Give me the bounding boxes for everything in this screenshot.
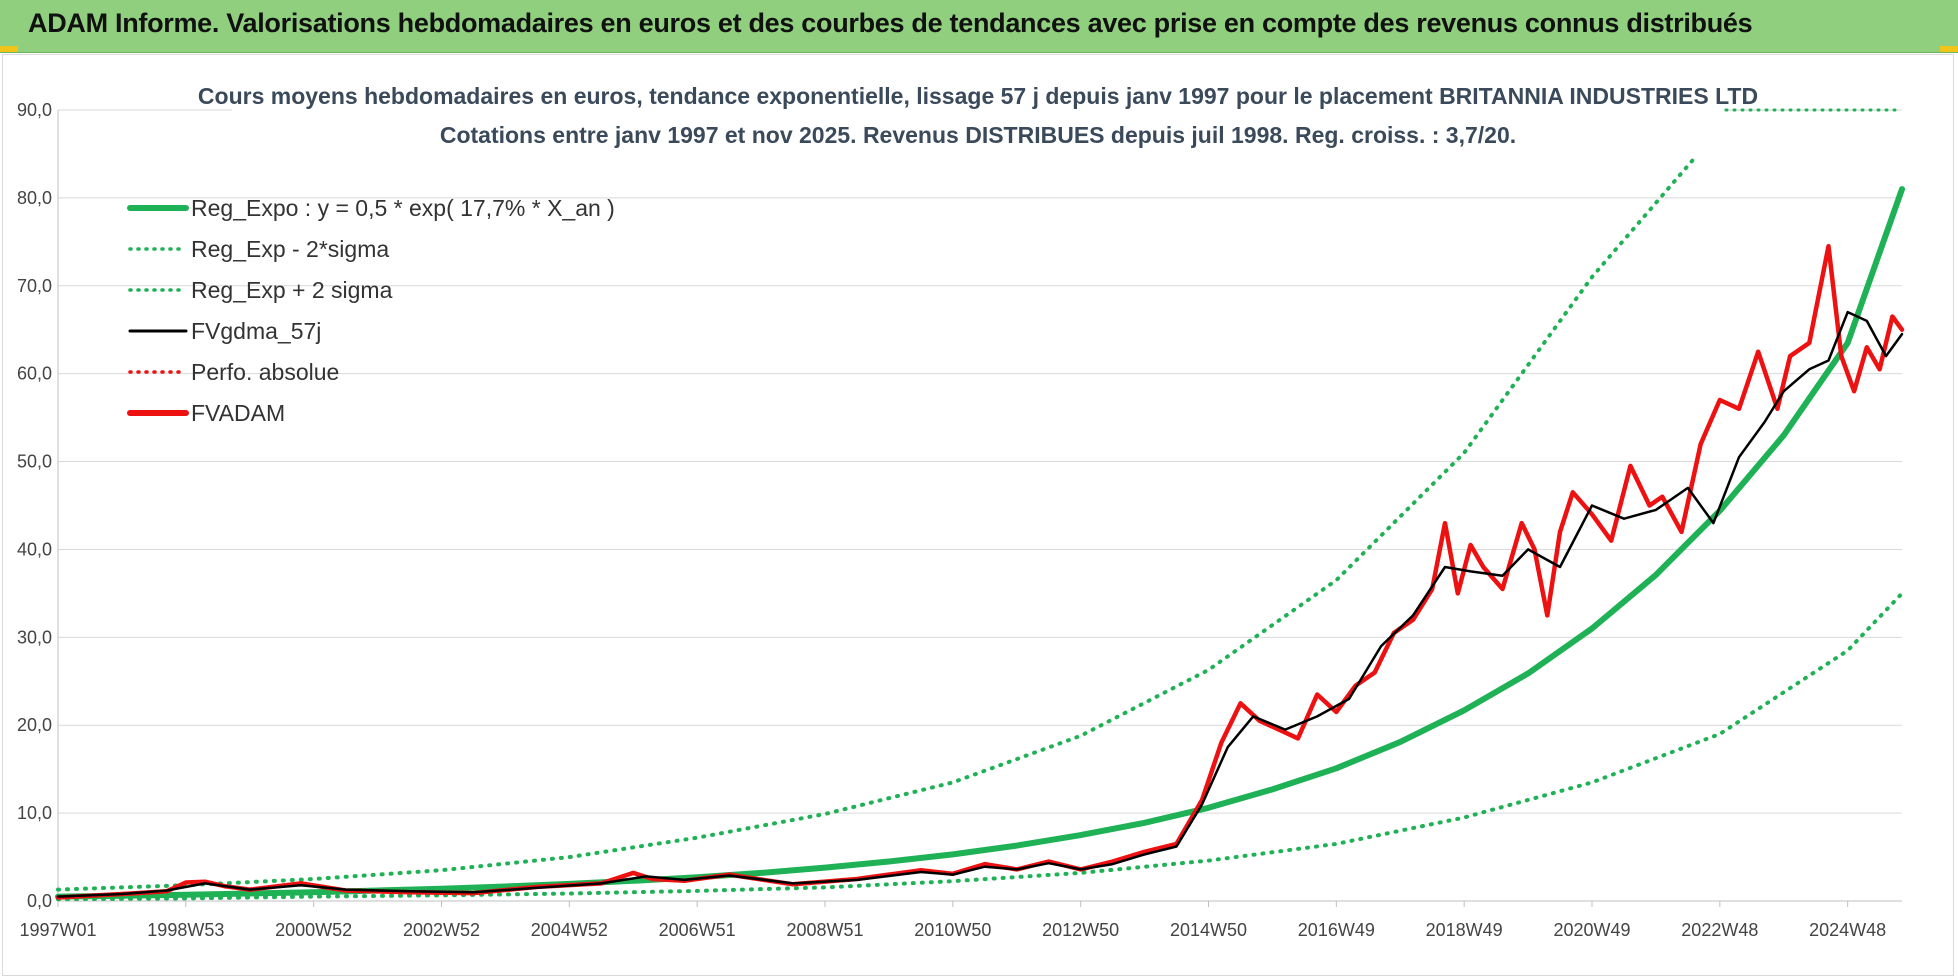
x-tick-label: 2022W48: [1681, 920, 1758, 940]
header-accent-left: [0, 46, 18, 52]
y-tick-label: 30,0: [17, 627, 52, 647]
y-axis-ticks: 0,0 10,0 20,0 30,0 40,0 50,0 60,0 70,0 80,0 90,0: [17, 100, 52, 911]
chart-title-line-2: Cotations entre janv 1997 et nov 2025. R…: [440, 122, 1516, 148]
legend: Reg_Expo : y = 0,5 * exp( 17,7% * X_an )…: [127, 195, 615, 426]
x-tick-label: 1998W53: [147, 920, 224, 940]
x-axis-ticks: 1997W01 1998W53 2000W52 2002W52 2004W52 2006W…: [19, 901, 1886, 940]
header-bar: [0, 0, 1958, 53]
header-accent-right: [1940, 46, 1958, 52]
chart-title-line-1: Cours moyens hebdomadaires en euros, ten…: [198, 83, 1758, 109]
x-tick-label: 2020W49: [1553, 920, 1630, 940]
gridlines: [57, 109, 1902, 902]
y-tick-label: 80,0: [17, 188, 52, 208]
chart-frame: [2, 54, 1954, 976]
chart-title-background: [232, 80, 1724, 156]
series-line-reg_exp: [56, 591, 1904, 902]
series-lines: [55, 108, 1905, 902]
x-tick-label: 2010W50: [914, 920, 991, 940]
x-tick-label: 2024W48: [1809, 920, 1886, 940]
legend-label: Reg_Expo : y = 0,5 * exp( 17,7% * X_an ): [191, 195, 615, 221]
series-line-fvgdma_57j: [56, 310, 1904, 898]
y-tick-label: 50,0: [17, 452, 52, 472]
x-tick-label: 2000W52: [275, 920, 352, 940]
y-tick-label: 20,0: [17, 715, 52, 735]
legend-label: FVADAM: [191, 400, 285, 426]
x-tick-label: 2008W51: [786, 920, 863, 940]
y-tick-label: 0,0: [27, 891, 52, 911]
x-tick-label: 2002W52: [403, 920, 480, 940]
x-tick-label: 2012W50: [1042, 920, 1119, 940]
y-tick-label: 60,0: [17, 364, 52, 384]
series-line-reg_exp: [56, 156, 1697, 892]
x-tick-label: 2018W49: [1426, 920, 1503, 940]
legend-label: Reg_Exp + 2 sigma: [191, 277, 393, 303]
legend-label: Reg_Exp - 2*sigma: [191, 236, 389, 262]
y-tick-label: 90,0: [17, 100, 52, 120]
x-tick-label: 2006W51: [659, 920, 736, 940]
legend-label: FVgdma_57j: [191, 318, 321, 344]
y-tick-label: 70,0: [17, 276, 52, 296]
x-tick-label: 2004W52: [531, 920, 608, 940]
series-line-fvadam: [55, 243, 1905, 900]
x-tick-label: 1997W01: [19, 920, 96, 940]
y-tick-label: 40,0: [17, 539, 52, 559]
legend-label: Perfo. absolue: [191, 359, 339, 385]
y-tick-label: 10,0: [17, 803, 52, 823]
page-title: ADAM Informe. Valorisations hebdomadaire…: [28, 8, 1753, 38]
x-tick-label: 2016W49: [1298, 920, 1375, 940]
x-tick-label: 2014W50: [1170, 920, 1247, 940]
